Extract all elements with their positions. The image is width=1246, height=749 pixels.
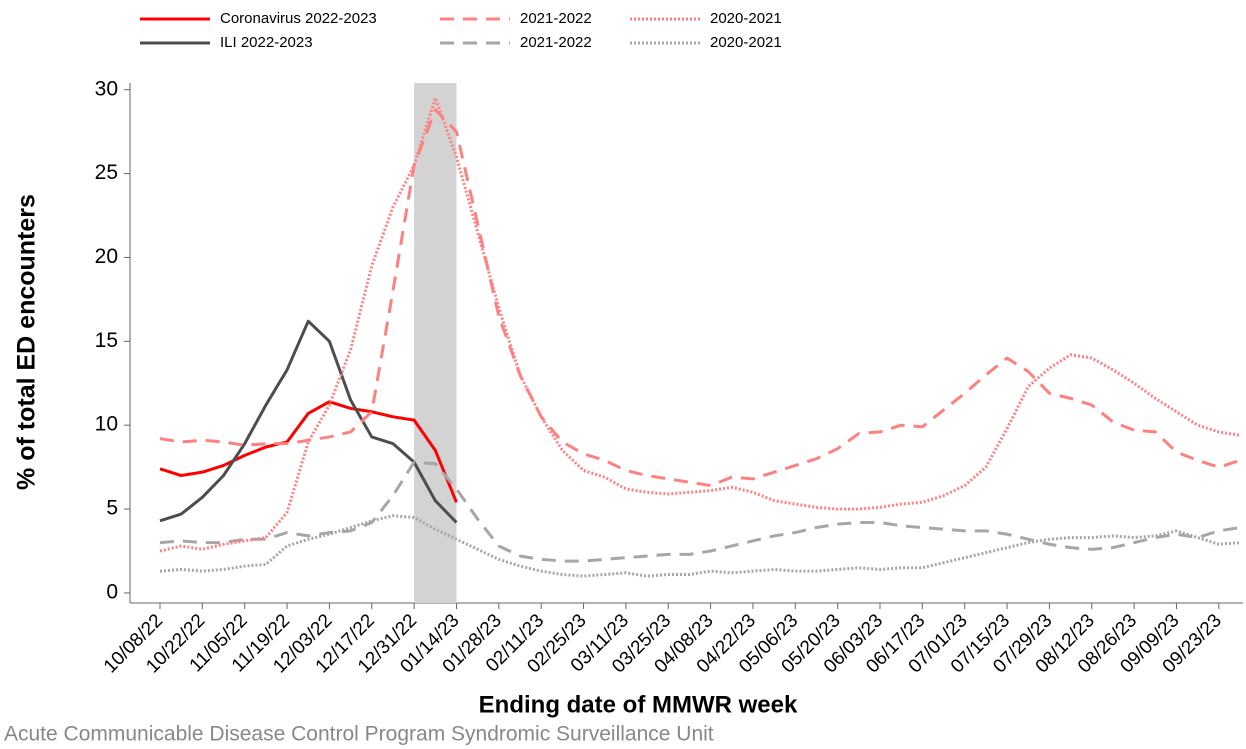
series-line [159, 460, 1241, 563]
y-tick-label: 10 [95, 413, 118, 436]
legend-label: ILI 2022-2023 [220, 34, 313, 51]
series-line [159, 319, 458, 524]
y-tick-label: 15 [95, 329, 118, 352]
y-axis-title: % of total ED encounters [13, 194, 41, 490]
y-tick-label: 5 [106, 497, 118, 520]
legend-label: 2020-2021 [710, 10, 782, 27]
series-line [159, 96, 1241, 553]
legend-label: 2020-2021 [710, 34, 782, 51]
series-line [159, 514, 1241, 578]
legend-label: 2021-2022 [520, 10, 592, 27]
legend-label: 2021-2022 [520, 34, 592, 51]
y-tick-label: 20 [95, 245, 118, 268]
series-line [159, 400, 458, 503]
y-tick-label: 0 [106, 580, 118, 603]
x-axis-title: Ending date of MMWR week [479, 691, 798, 718]
y-tick-label: 25 [95, 161, 118, 184]
y-tick-label: 30 [95, 77, 118, 100]
highlight-band [414, 83, 457, 603]
footnote: Acute Communicable Disease Control Progr… [4, 723, 714, 746]
legend-label: Coronavirus 2022-2023 [220, 10, 377, 27]
series-line [159, 108, 1241, 488]
